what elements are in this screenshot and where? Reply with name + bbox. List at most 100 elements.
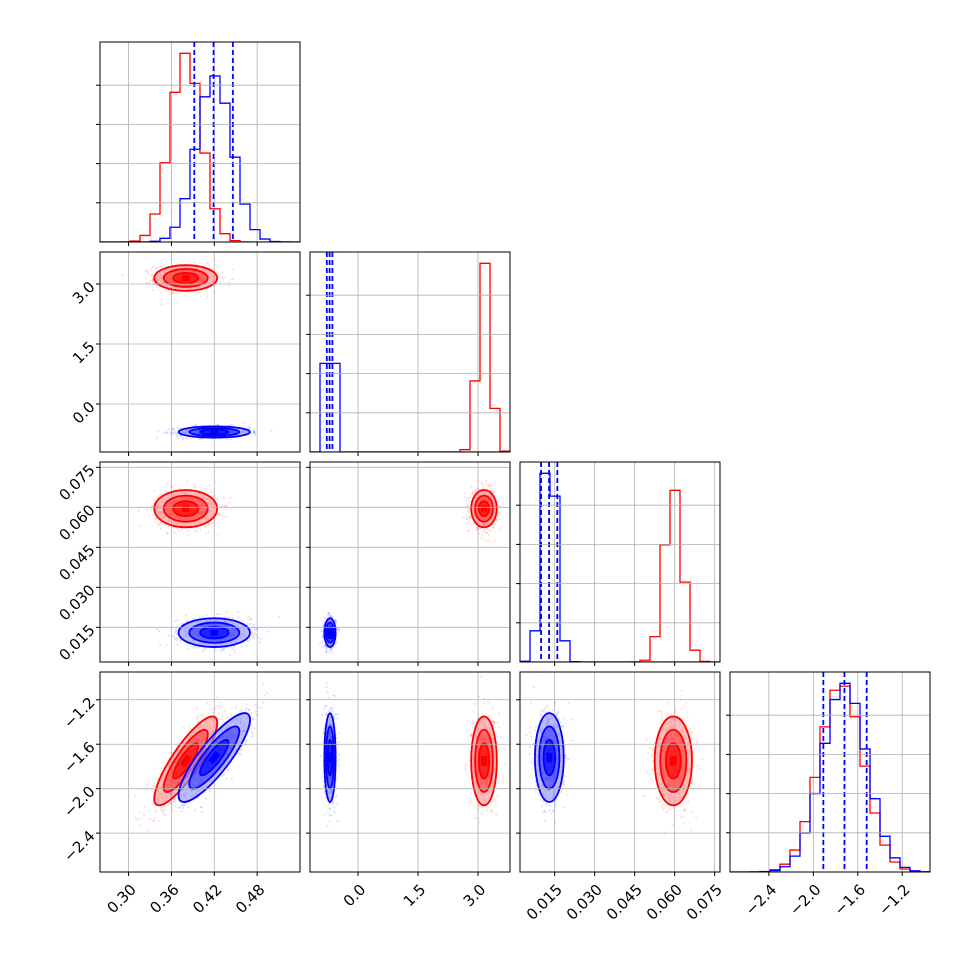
panel-1-0: 0.01.53.0 — [69, 251, 301, 456]
sample-point — [328, 639, 331, 642]
sample-point — [477, 528, 480, 531]
panel-3-0: 0.30 0.36 0.42 0.48−2.4−2.0−1.6−1.2 — [60, 671, 301, 917]
sample-point — [150, 274, 153, 278]
sample-point — [476, 504, 479, 508]
sample-point — [328, 612, 331, 615]
sample-point — [233, 635, 236, 638]
sample-point — [329, 623, 332, 626]
sample-point — [178, 287, 181, 290]
sample-point — [483, 523, 486, 526]
sample-point — [194, 516, 198, 520]
sample-point — [218, 264, 221, 267]
sample-point — [253, 628, 257, 632]
sample-point — [488, 502, 491, 505]
sample-point — [182, 431, 185, 434]
sample-point — [210, 504, 214, 507]
sample-point — [207, 492, 210, 495]
sample-point — [217, 712, 221, 715]
sample-point — [195, 717, 198, 720]
sample-point — [184, 432, 187, 435]
y-tick-label: 0.045 — [55, 541, 98, 584]
sample-point — [244, 431, 247, 434]
sample-point — [494, 481, 497, 484]
sample-point — [489, 529, 492, 532]
sample-point — [204, 620, 207, 623]
sample-point — [229, 424, 233, 427]
sample-point — [171, 432, 174, 435]
sample-point — [230, 431, 234, 434]
sample-point — [215, 264, 218, 267]
sample-point — [200, 637, 203, 640]
sample-point — [246, 430, 249, 434]
sample-point — [202, 512, 205, 515]
sample-point — [198, 719, 201, 723]
sample-point — [188, 287, 192, 290]
sample-point — [204, 517, 207, 520]
sample-point — [171, 786, 174, 789]
sample-point — [171, 782, 175, 785]
sample-point — [185, 642, 188, 645]
sample-point — [191, 499, 194, 502]
sample-point — [158, 271, 161, 275]
sample-point — [173, 500, 176, 503]
sample-point — [174, 781, 177, 784]
sample-point — [168, 267, 171, 271]
sample-point — [204, 510, 207, 513]
sample-point — [194, 482, 197, 486]
sample-point — [197, 739, 200, 742]
sample-point — [173, 270, 177, 274]
sample-point — [178, 434, 181, 437]
sample-point — [164, 516, 167, 519]
sample-point — [192, 633, 195, 636]
sample-point — [486, 515, 489, 519]
sample-point — [477, 494, 480, 497]
sample-point — [231, 635, 234, 638]
sample-point — [206, 623, 210, 626]
sample-point — [158, 798, 161, 801]
sample-point — [204, 517, 208, 520]
sample-point — [477, 501, 481, 504]
sample-point — [186, 430, 189, 433]
sample-point — [165, 644, 168, 647]
sample-point — [169, 507, 172, 510]
sample-point — [155, 517, 158, 521]
sample-point — [185, 614, 188, 617]
sample-point — [329, 624, 332, 627]
sample-point — [198, 272, 201, 275]
sample-point — [183, 628, 187, 631]
sample-point — [155, 777, 158, 780]
sample-point — [194, 430, 198, 433]
sample-point — [158, 793, 162, 796]
sample-point — [191, 741, 194, 744]
sample-point — [160, 277, 163, 280]
sample-point — [175, 433, 179, 437]
sample-point — [228, 284, 231, 287]
sample-point — [485, 497, 489, 500]
sample-point — [203, 511, 206, 514]
sample-point — [165, 276, 168, 279]
sample-point — [173, 514, 177, 517]
sample-point — [241, 632, 244, 635]
sample-point — [209, 278, 213, 281]
sample-point — [178, 517, 181, 520]
sample-point — [150, 788, 153, 791]
sample-point — [481, 518, 484, 521]
sample-point — [229, 634, 232, 637]
sample-point — [161, 501, 164, 504]
sample-point — [482, 523, 485, 526]
sample-point — [328, 619, 332, 622]
sample-point — [169, 774, 172, 778]
sample-point — [208, 727, 211, 730]
sample-point — [175, 499, 178, 503]
sample-point — [178, 486, 181, 490]
sample-point — [145, 276, 148, 279]
sample-point — [166, 279, 169, 282]
sample-point — [161, 281, 164, 284]
sample-point — [242, 628, 245, 631]
density-series-1 — [155, 610, 281, 657]
sample-point — [184, 430, 187, 434]
sample-point — [230, 635, 233, 638]
sample-point — [475, 507, 478, 510]
sample-point — [476, 495, 479, 498]
sample-point — [231, 628, 234, 631]
